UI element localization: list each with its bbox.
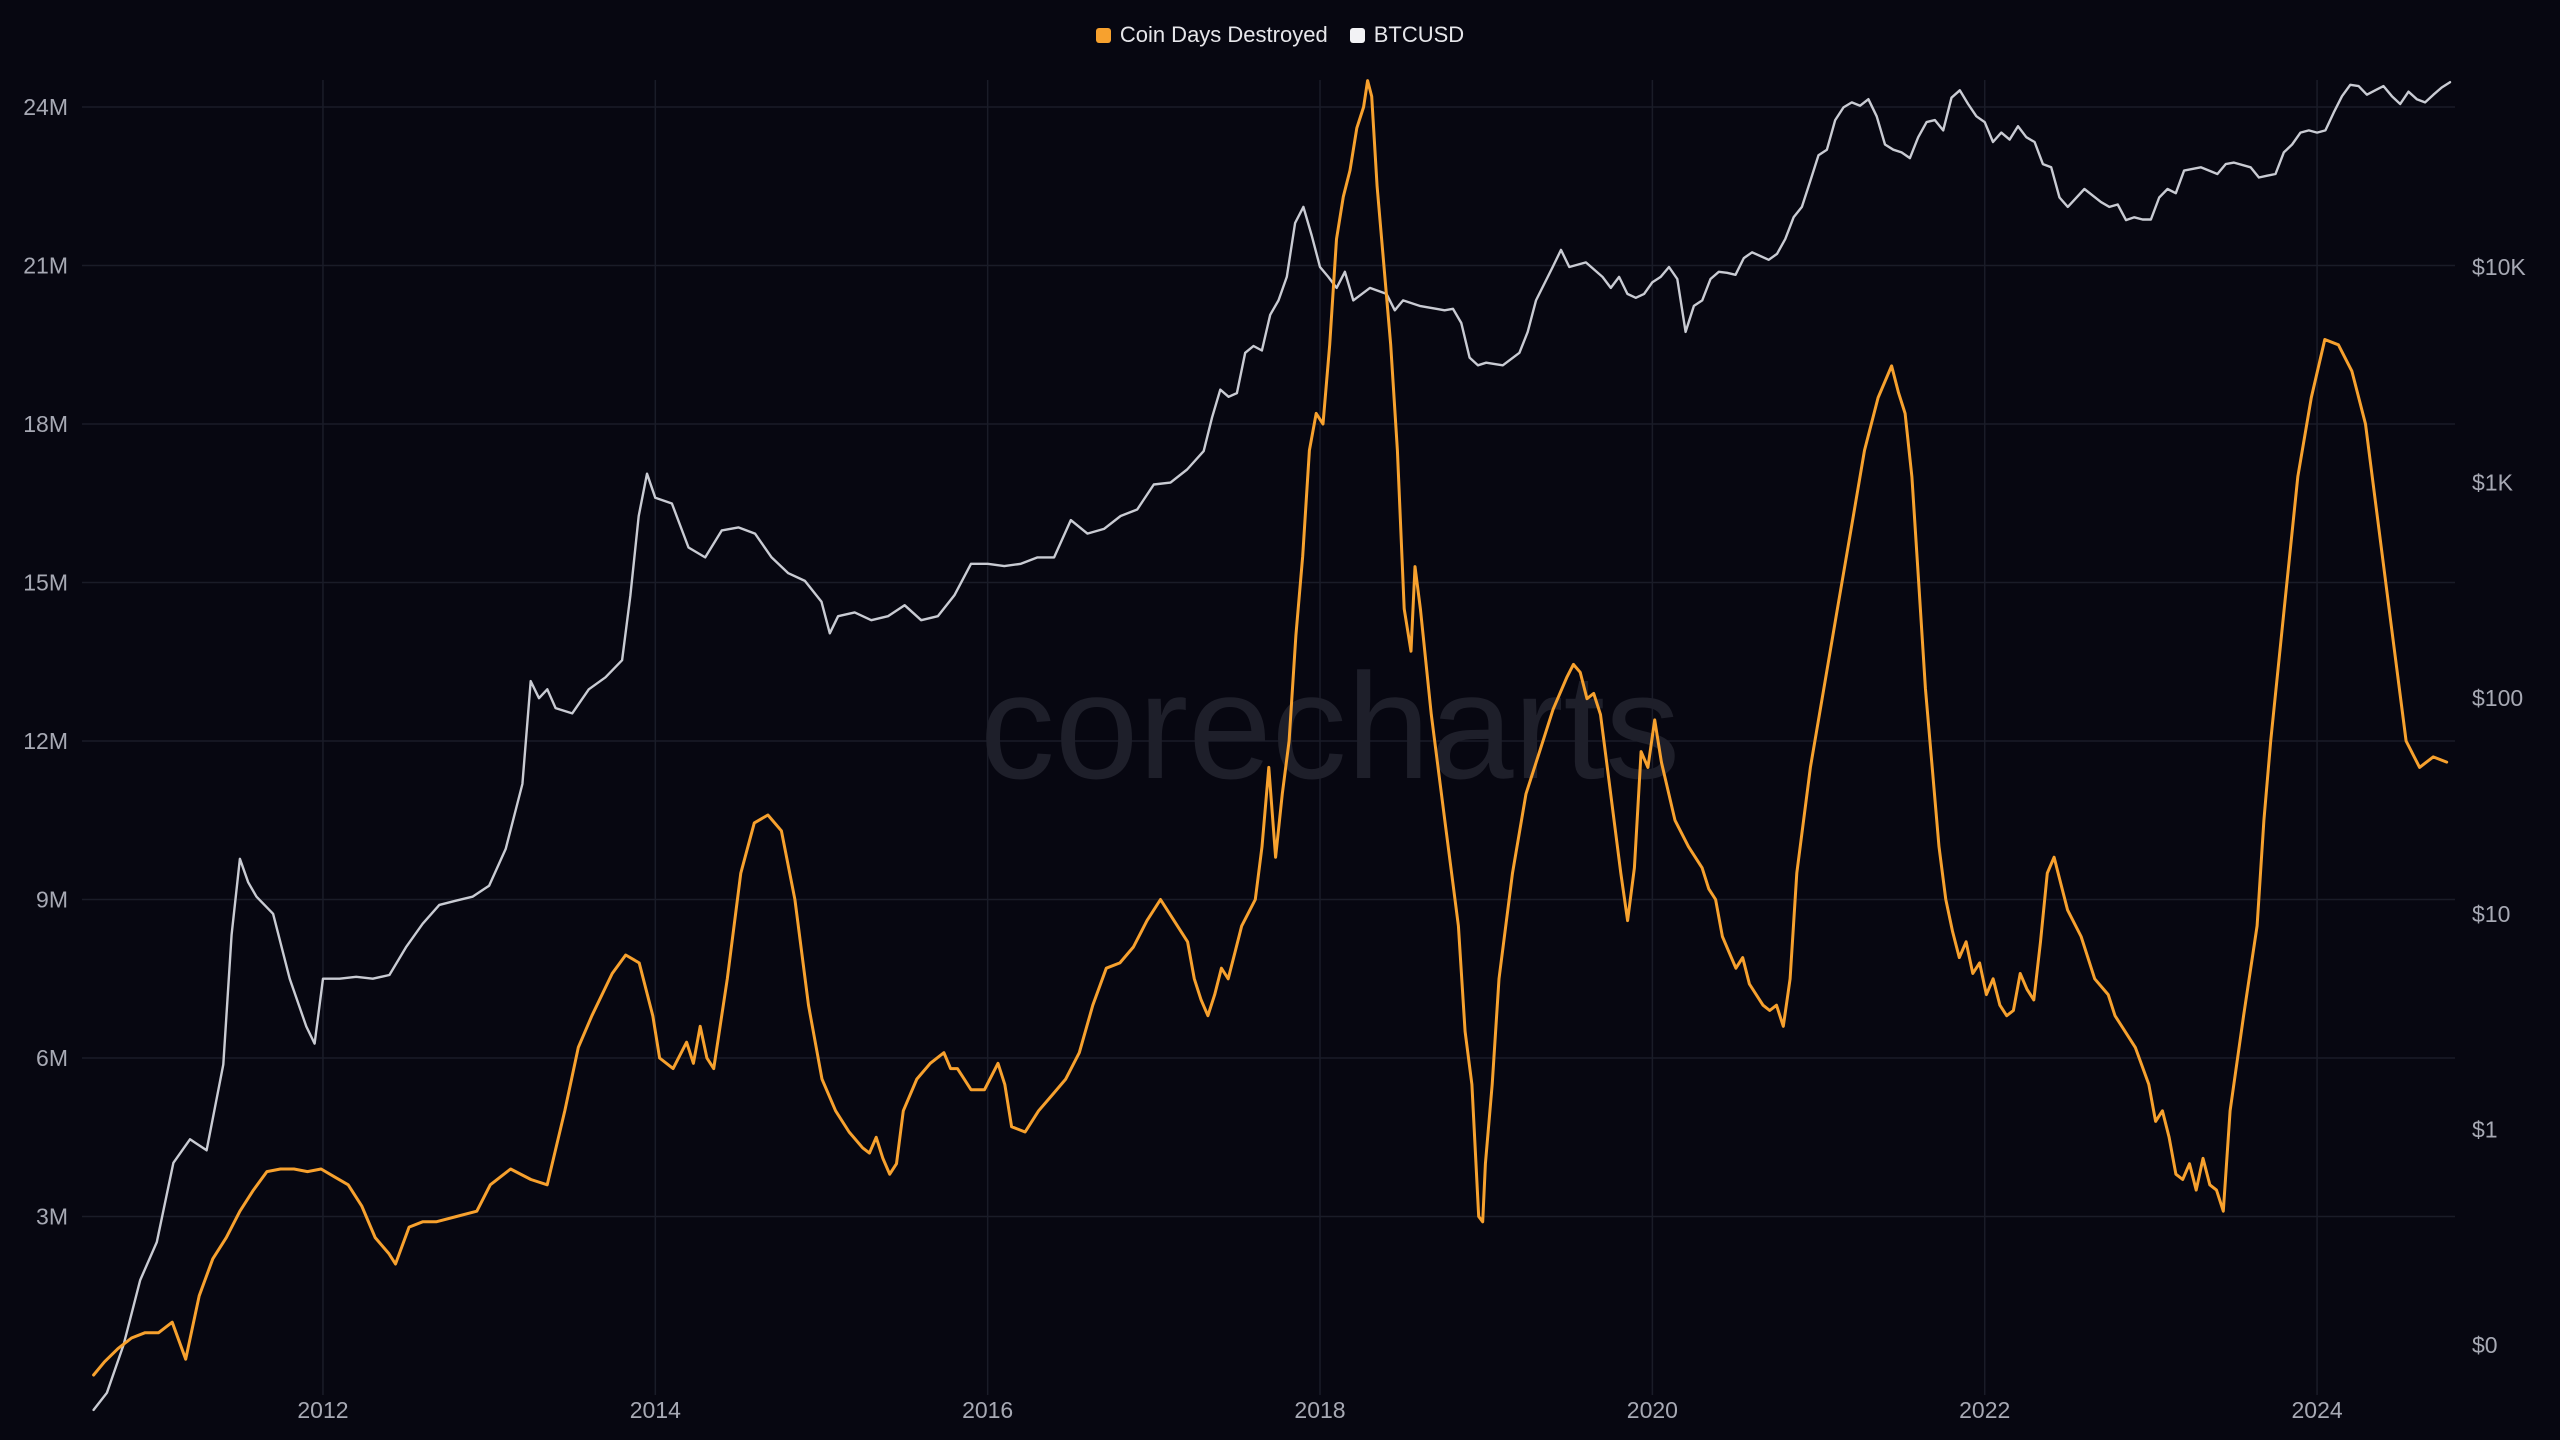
left-tick-label: 3M bbox=[36, 1204, 68, 1230]
right-tick-label: $10K bbox=[2472, 254, 2526, 280]
left-tick-label: 9M bbox=[36, 887, 68, 913]
x-tick-label: 2020 bbox=[1627, 1397, 1678, 1423]
watermark: corecharts bbox=[980, 642, 1680, 810]
left-tick-label: 12M bbox=[23, 728, 68, 754]
right-tick-label: $0 bbox=[2472, 1332, 2498, 1358]
left-tick-label: 15M bbox=[23, 570, 68, 596]
left-axis: 3M 6M 9M 12M 15M 18M 21M 24M bbox=[23, 94, 68, 1230]
x-tick-label: 2016 bbox=[962, 1397, 1013, 1423]
legend-swatch-coin-days-destroyed bbox=[1095, 27, 1111, 43]
left-tick-label: 24M bbox=[23, 94, 68, 120]
left-tick-label: 21M bbox=[23, 253, 68, 279]
right-tick-label: $1K bbox=[2472, 470, 2514, 496]
series-line-coin-days-destroyed bbox=[92, 79, 2449, 1377]
left-tick-label: 6M bbox=[36, 1045, 68, 1071]
legend-item-coin-days-destroyed[interactable]: Coin Days Destroyed bbox=[1095, 22, 1328, 48]
x-axis: 2012 2014 2016 2018 2020 2022 2024 bbox=[297, 1397, 2342, 1423]
right-tick-label: $10 bbox=[2472, 901, 2510, 927]
legend-swatch-btcusd bbox=[1349, 27, 1365, 43]
right-tick-label: $100 bbox=[2472, 685, 2523, 711]
x-tick-label: 2014 bbox=[630, 1397, 681, 1423]
series-line-btcusd bbox=[92, 81, 2452, 1412]
x-tick-label: 2018 bbox=[1294, 1397, 1345, 1423]
right-tick-label: $1 bbox=[2472, 1116, 2498, 1142]
legend: Coin Days Destroyed BTCUSD bbox=[0, 22, 2560, 48]
legend-label-coin-days-destroyed: Coin Days Destroyed bbox=[1119, 22, 1328, 47]
x-tick-label: 2022 bbox=[1959, 1397, 2010, 1423]
right-axis: $0 $1 $10 $100 $1K $10K bbox=[2472, 254, 2526, 1358]
legend-label-btcusd: BTCUSD bbox=[1373, 22, 1465, 47]
series-layer bbox=[92, 79, 2452, 1412]
left-tick-label: 18M bbox=[23, 411, 68, 437]
x-tick-label: 2024 bbox=[2291, 1397, 2342, 1423]
x-tick-label: 2012 bbox=[297, 1397, 348, 1423]
legend-item-btcusd[interactable]: BTCUSD bbox=[1349, 22, 1465, 48]
